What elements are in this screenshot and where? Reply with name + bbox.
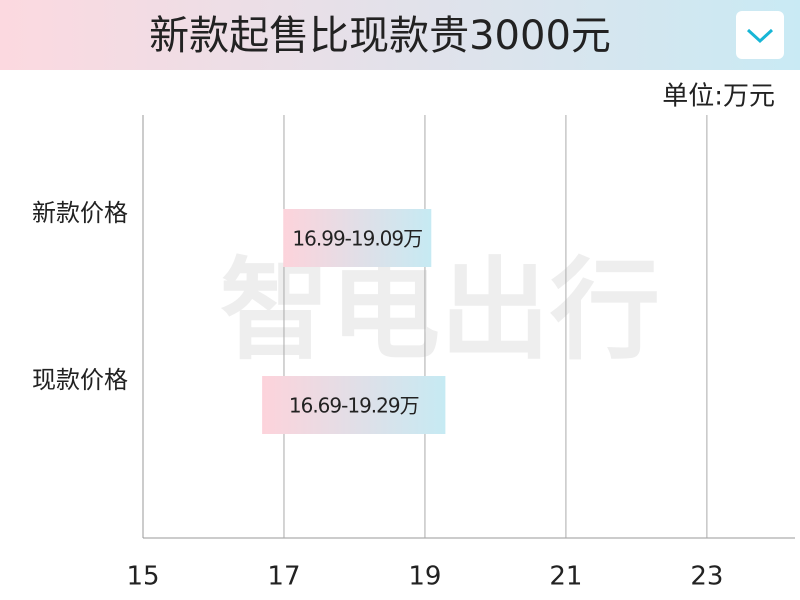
chevron-icon [746,28,774,44]
value-label: 16.69-19.29万 [289,394,419,418]
x-tick-label: 19 [408,562,441,592]
y-tick-label: 新款价格 [32,199,128,227]
range-bar [262,376,446,434]
chart-title: 新款起售比现款贵3000元 [149,13,611,59]
watermark: 智电出行 [220,246,660,374]
x-tick-label: 17 [267,562,300,592]
range-bar [283,209,432,267]
x-tick-label: 15 [126,562,159,592]
title-bar [0,0,800,70]
dropdown-button[interactable] [736,11,784,59]
y-tick-label: 现款价格 [32,366,128,394]
x-tick-label: 23 [690,562,723,592]
unit-label: 单位:万元 [662,82,775,112]
x-tick-label: 21 [549,562,582,592]
value-label: 16.99-19.09万 [292,227,422,251]
